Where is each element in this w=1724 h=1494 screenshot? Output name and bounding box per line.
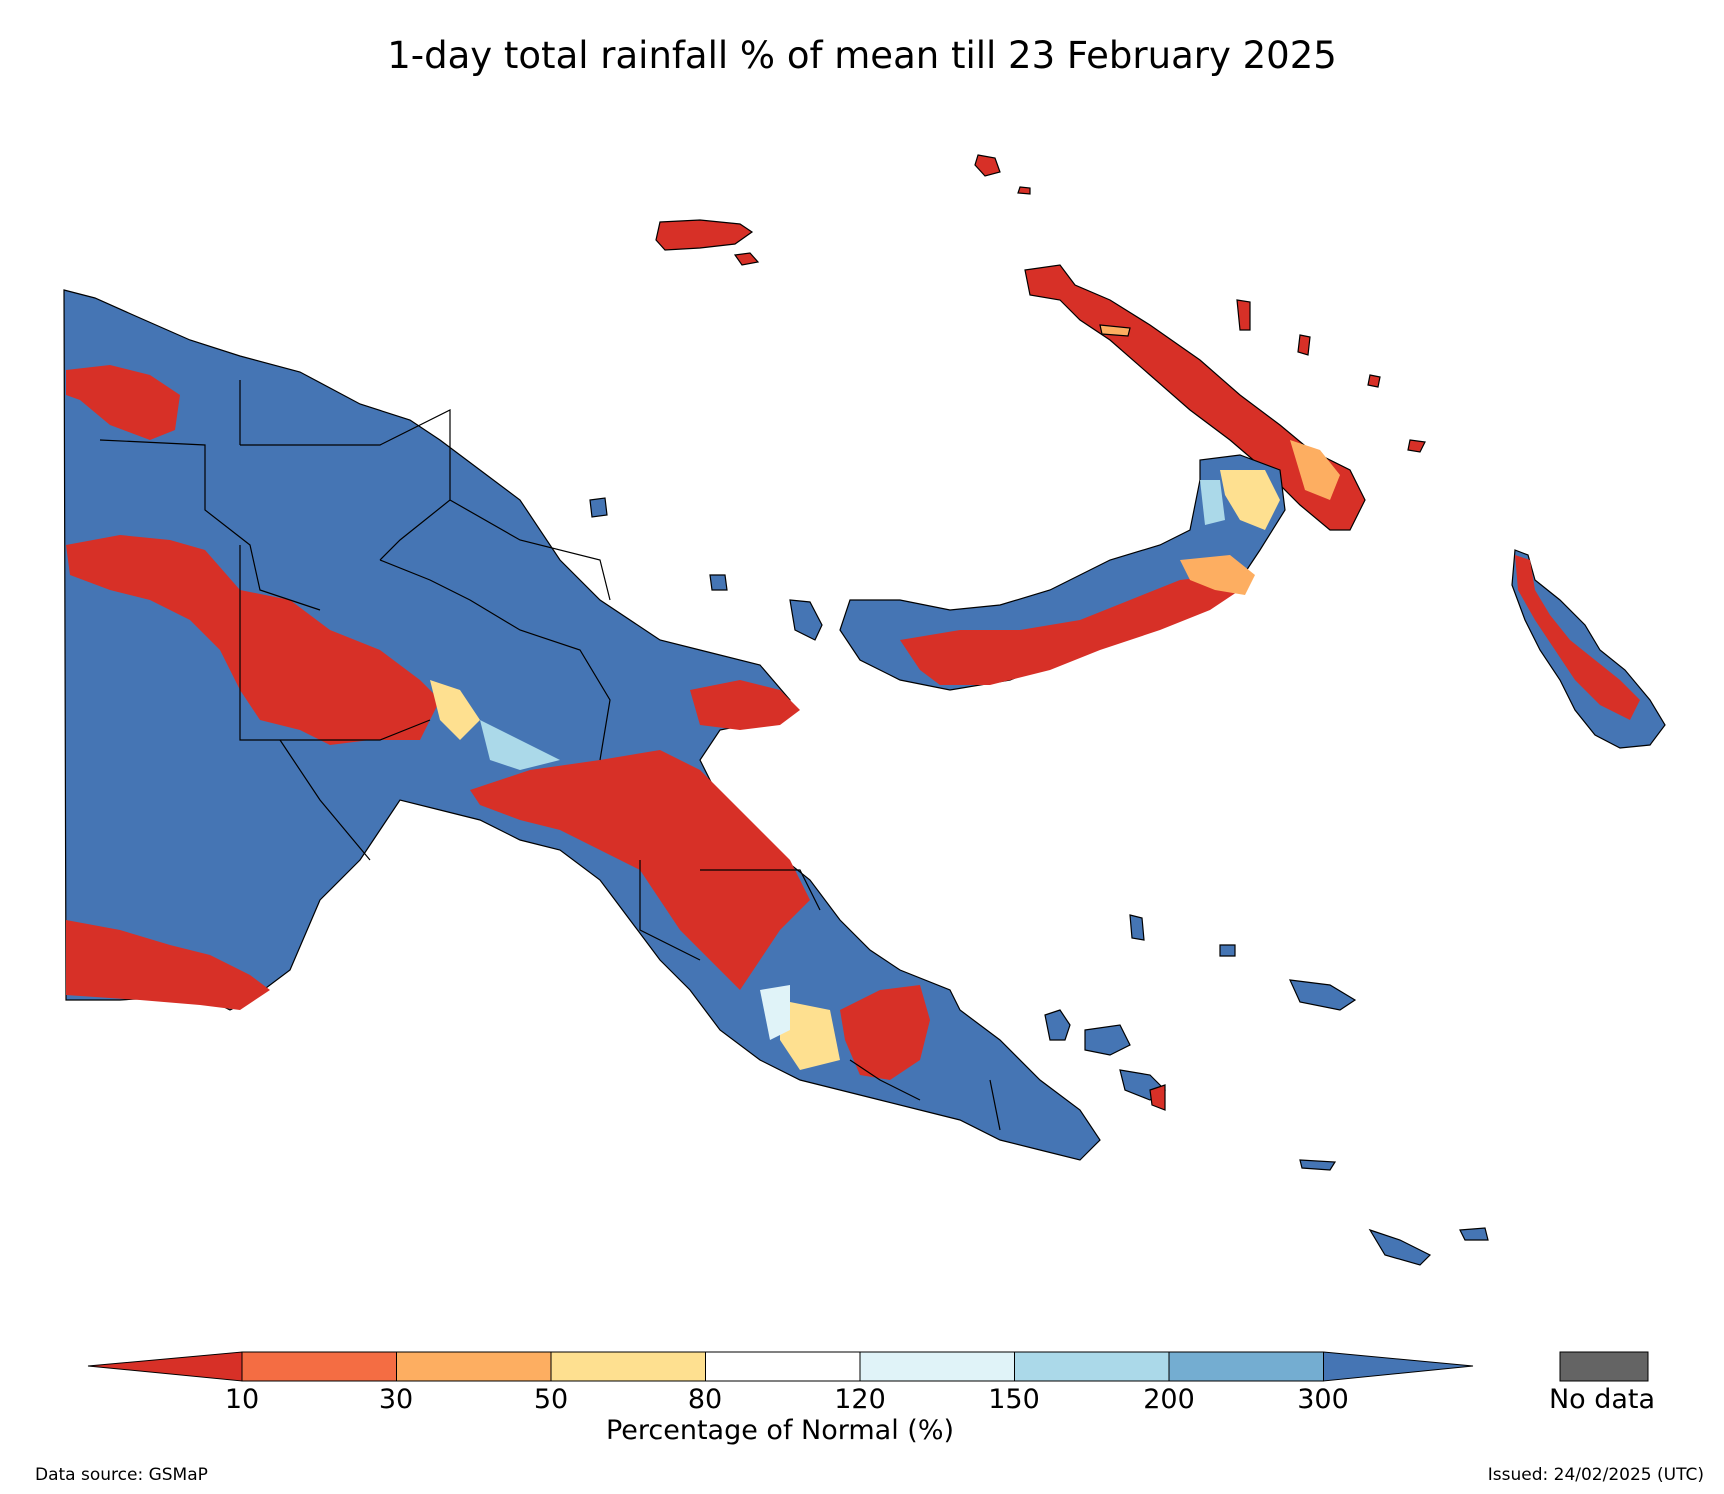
- colorbar: [87, 1351, 1649, 1382]
- colorbar-tick-label: 150: [988, 1384, 1040, 1415]
- data-source: Data source: GSMaP: [35, 1465, 208, 1485]
- colorbar-title: Percentage of Normal (%): [605, 1415, 955, 1446]
- colorbar-segment: [396, 1351, 552, 1382]
- colorbar-segment: [550, 1351, 706, 1382]
- colorbar-tick-label: 30: [378, 1384, 414, 1415]
- colorbar-tick-label: 50: [533, 1384, 569, 1415]
- manus-island: [655, 219, 754, 251]
- bougainville: [1511, 549, 1666, 749]
- colorbar-tick-label: 120: [834, 1384, 886, 1415]
- colorbar-segment: [1168, 1351, 1324, 1382]
- colorbar-segment: [705, 1351, 861, 1382]
- nodata-swatch: [1559, 1351, 1649, 1382]
- map-title: 1-day total rainfall % of mean till 23 F…: [387, 34, 1337, 77]
- colorbar-tick-label: 200: [1143, 1384, 1195, 1415]
- colorbar-segment: [859, 1351, 1015, 1382]
- issued-date: Issued: 24/02/2025 (UTC): [1487, 1465, 1704, 1485]
- colorbar-lower-arrow: [87, 1351, 243, 1382]
- colorbar-tick-label: 80: [687, 1384, 723, 1415]
- colorbar-tick-label: 300: [1297, 1384, 1349, 1415]
- colorbar-tick-label: 10: [224, 1384, 260, 1415]
- mainland-png: [63, 289, 1101, 1161]
- new-britain: [839, 454, 1286, 691]
- colorbar-upper-arrow: [1323, 1351, 1474, 1382]
- nodata-label: No data: [1548, 1384, 1656, 1415]
- colorbar-segment: [241, 1351, 397, 1382]
- colorbar-segment: [1014, 1351, 1170, 1382]
